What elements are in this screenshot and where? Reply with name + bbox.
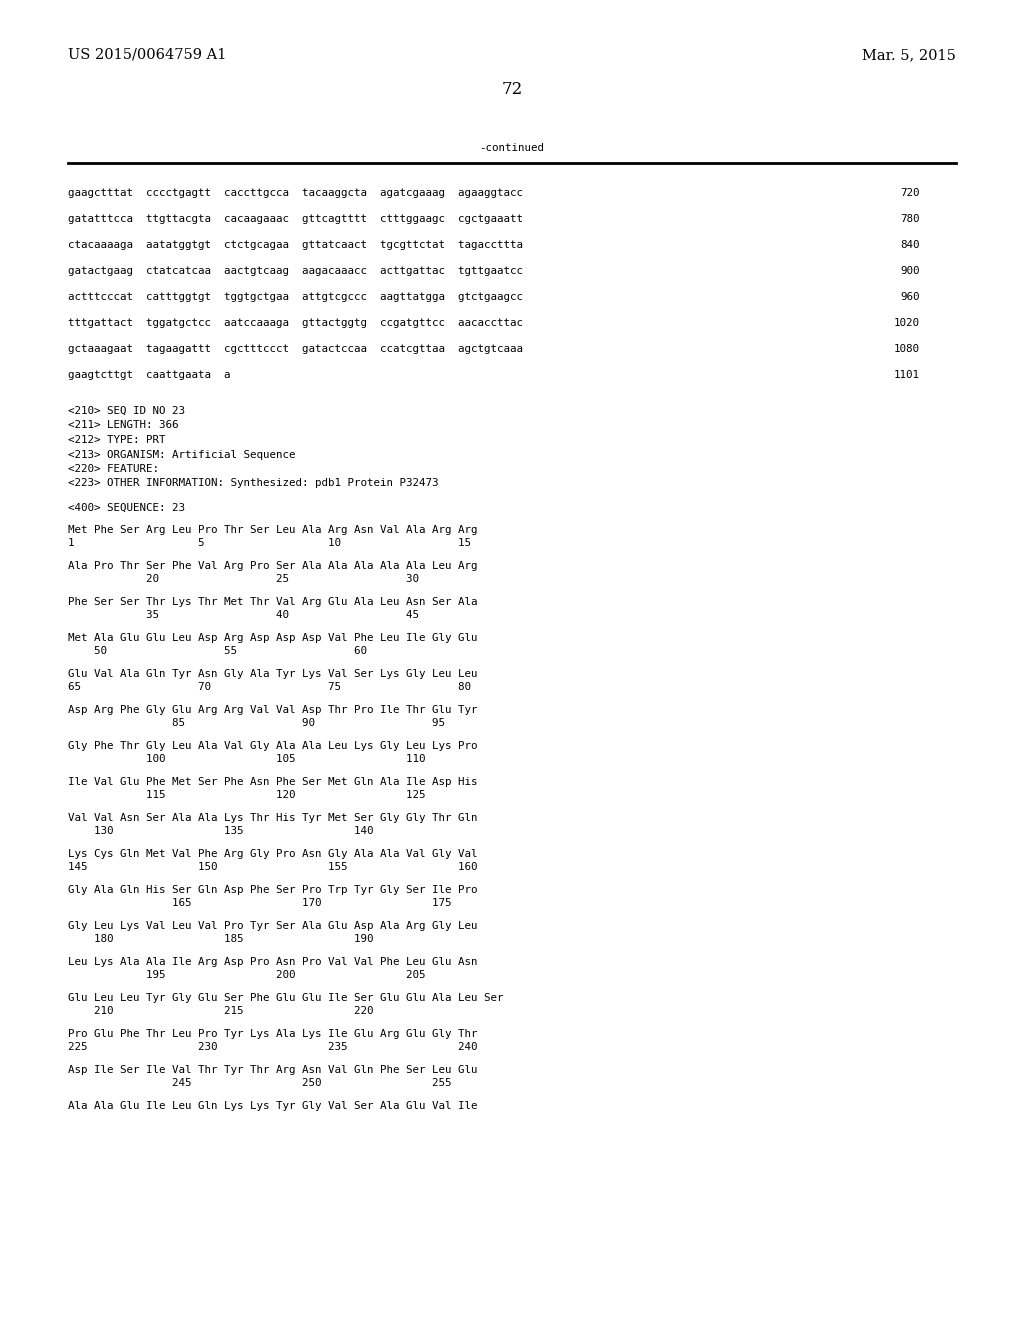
Text: 1020: 1020 [894,318,920,327]
Text: -continued: -continued [479,143,545,153]
Text: <220> FEATURE:: <220> FEATURE: [68,465,159,474]
Text: 720: 720 [900,187,920,198]
Text: Asp Ile Ser Ile Val Thr Tyr Thr Arg Asn Val Gln Phe Ser Leu Glu: Asp Ile Ser Ile Val Thr Tyr Thr Arg Asn … [68,1065,477,1074]
Text: 1                   5                   10                  15: 1 5 10 15 [68,539,471,548]
Text: 72: 72 [502,82,522,99]
Text: Ile Val Glu Phe Met Ser Phe Asn Phe Ser Met Gln Ala Ile Asp His: Ile Val Glu Phe Met Ser Phe Asn Phe Ser … [68,777,477,787]
Text: 130                 135                 140: 130 135 140 [68,826,374,836]
Text: 50                  55                  60: 50 55 60 [68,645,367,656]
Text: gatactgaag  ctatcatcaa  aactgtcaag  aagacaaacc  acttgattac  tgttgaatcc: gatactgaag ctatcatcaa aactgtcaag aagacaa… [68,267,523,276]
Text: 225                 230                 235                 240: 225 230 235 240 [68,1041,477,1052]
Text: Met Phe Ser Arg Leu Pro Thr Ser Leu Ala Arg Asn Val Ala Arg Arg: Met Phe Ser Arg Leu Pro Thr Ser Leu Ala … [68,525,477,535]
Text: gctaaagaat  tagaagattt  cgctttccct  gatactccaa  ccatcgttaa  agctgtcaaa: gctaaagaat tagaagattt cgctttccct gatactc… [68,345,523,354]
Text: Ala Pro Thr Ser Phe Val Arg Pro Ser Ala Ala Ala Ala Ala Leu Arg: Ala Pro Thr Ser Phe Val Arg Pro Ser Ala … [68,561,477,572]
Text: actttcccat  catttggtgt  tggtgctgaa  attgtcgccc  aagttatgga  gtctgaagcc: actttcccat catttggtgt tggtgctgaa attgtcg… [68,292,523,302]
Text: 100                 105                 110: 100 105 110 [68,754,426,764]
Text: Gly Leu Lys Val Leu Val Pro Tyr Ser Ala Glu Asp Ala Arg Gly Leu: Gly Leu Lys Val Leu Val Pro Tyr Ser Ala … [68,921,477,931]
Text: gaagtcttgt  caattgaata  a: gaagtcttgt caattgaata a [68,370,230,380]
Text: US 2015/0064759 A1: US 2015/0064759 A1 [68,48,226,62]
Text: <211> LENGTH: 366: <211> LENGTH: 366 [68,421,178,430]
Text: Mar. 5, 2015: Mar. 5, 2015 [862,48,956,62]
Text: Leu Lys Ala Ala Ile Arg Asp Pro Asn Pro Val Val Phe Leu Glu Asn: Leu Lys Ala Ala Ile Arg Asp Pro Asn Pro … [68,957,477,968]
Text: 840: 840 [900,240,920,249]
Text: 115                 120                 125: 115 120 125 [68,789,426,800]
Text: Asp Arg Phe Gly Glu Arg Arg Val Val Asp Thr Pro Ile Thr Glu Tyr: Asp Arg Phe Gly Glu Arg Arg Val Val Asp … [68,705,477,715]
Text: 85                  90                  95: 85 90 95 [68,718,445,729]
Text: 145                 150                 155                 160: 145 150 155 160 [68,862,477,873]
Text: 1080: 1080 [894,345,920,354]
Text: gaagctttat  cccctgagtt  caccttgcca  tacaaggcta  agatcgaaag  agaaggtacc: gaagctttat cccctgagtt caccttgcca tacaagg… [68,187,523,198]
Text: tttgattact  tggatgctcc  aatccaaaga  gttactggtg  ccgatgttcc  aacaccttac: tttgattact tggatgctcc aatccaaaga gttactg… [68,318,523,327]
Text: ctacaaaaga  aatatggtgt  ctctgcagaa  gttatcaact  tgcgttctat  tagaccttta: ctacaaaaga aatatggtgt ctctgcagaa gttatca… [68,240,523,249]
Text: Phe Ser Ser Thr Lys Thr Met Thr Val Arg Glu Ala Leu Asn Ser Ala: Phe Ser Ser Thr Lys Thr Met Thr Val Arg … [68,597,477,607]
Text: <400> SEQUENCE: 23: <400> SEQUENCE: 23 [68,503,185,513]
Text: 245                 250                 255: 245 250 255 [68,1078,452,1088]
Text: Glu Val Ala Gln Tyr Asn Gly Ala Tyr Lys Val Ser Lys Gly Leu Leu: Glu Val Ala Gln Tyr Asn Gly Ala Tyr Lys … [68,669,477,678]
Text: Glu Leu Leu Tyr Gly Glu Ser Phe Glu Glu Ile Ser Glu Glu Ala Leu Ser: Glu Leu Leu Tyr Gly Glu Ser Phe Glu Glu … [68,993,504,1003]
Text: <210> SEQ ID NO 23: <210> SEQ ID NO 23 [68,407,185,416]
Text: 165                 170                 175: 165 170 175 [68,898,452,908]
Text: Lys Cys Gln Met Val Phe Arg Gly Pro Asn Gly Ala Ala Val Gly Val: Lys Cys Gln Met Val Phe Arg Gly Pro Asn … [68,849,477,859]
Text: 195                 200                 205: 195 200 205 [68,970,426,979]
Text: gatatttcca  ttgttacgta  cacaagaaac  gttcagtttt  ctttggaagc  cgctgaaatt: gatatttcca ttgttacgta cacaagaaac gttcagt… [68,214,523,224]
Text: 20                  25                  30: 20 25 30 [68,574,419,583]
Text: Val Val Asn Ser Ala Ala Lys Thr His Tyr Met Ser Gly Gly Thr Gln: Val Val Asn Ser Ala Ala Lys Thr His Tyr … [68,813,477,822]
Text: <213> ORGANISM: Artificial Sequence: <213> ORGANISM: Artificial Sequence [68,450,296,459]
Text: 65                  70                  75                  80: 65 70 75 80 [68,682,471,692]
Text: 180                 185                 190: 180 185 190 [68,935,374,944]
Text: Met Ala Glu Glu Leu Asp Arg Asp Asp Asp Val Phe Leu Ile Gly Glu: Met Ala Glu Glu Leu Asp Arg Asp Asp Asp … [68,634,477,643]
Text: 210                 215                 220: 210 215 220 [68,1006,374,1016]
Text: Gly Ala Gln His Ser Gln Asp Phe Ser Pro Trp Tyr Gly Ser Ile Pro: Gly Ala Gln His Ser Gln Asp Phe Ser Pro … [68,884,477,895]
Text: Ala Ala Glu Ile Leu Gln Lys Lys Tyr Gly Val Ser Ala Glu Val Ile: Ala Ala Glu Ile Leu Gln Lys Lys Tyr Gly … [68,1101,477,1111]
Text: 780: 780 [900,214,920,224]
Text: 1101: 1101 [894,370,920,380]
Text: Pro Glu Phe Thr Leu Pro Tyr Lys Ala Lys Ile Glu Arg Glu Gly Thr: Pro Glu Phe Thr Leu Pro Tyr Lys Ala Lys … [68,1030,477,1039]
Text: 900: 900 [900,267,920,276]
Text: <212> TYPE: PRT: <212> TYPE: PRT [68,436,166,445]
Text: <223> OTHER INFORMATION: Synthesized: pdb1 Protein P32473: <223> OTHER INFORMATION: Synthesized: pd… [68,479,438,488]
Text: Gly Phe Thr Gly Leu Ala Val Gly Ala Ala Leu Lys Gly Leu Lys Pro: Gly Phe Thr Gly Leu Ala Val Gly Ala Ala … [68,741,477,751]
Text: 960: 960 [900,292,920,302]
Text: 35                  40                  45: 35 40 45 [68,610,419,620]
